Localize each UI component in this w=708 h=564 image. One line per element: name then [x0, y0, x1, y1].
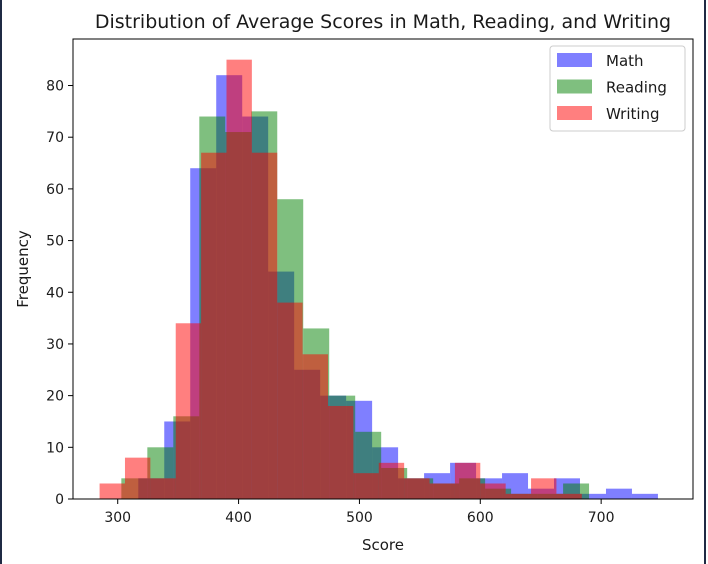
bar-writing-11 — [378, 462, 405, 499]
bar-math-17 — [580, 493, 606, 499]
chart-title: Distribution of Average Scores in Math, … — [95, 11, 671, 33]
bar-writing-5 — [226, 59, 252, 500]
legend-swatch-writing — [557, 106, 592, 120]
bar-writing-6 — [251, 152, 278, 499]
bar-writing-13 — [429, 483, 455, 499]
x-tick-label: 400 — [225, 510, 252, 526]
bar-writing-1 — [124, 457, 151, 499]
bar-writing-18 — [556, 493, 582, 499]
x-tick-label: 500 — [346, 510, 373, 526]
bar-writing-8 — [302, 354, 329, 499]
legend-label-math: Math — [606, 52, 644, 70]
y-tick-label: 80 — [46, 79, 64, 95]
bar-writing-17 — [531, 478, 557, 499]
bar-writing-9 — [328, 405, 354, 499]
bar-math-18 — [605, 488, 632, 499]
bar-writing-4 — [201, 152, 227, 499]
series-writing — [99, 59, 582, 500]
legend-label-reading: Reading — [606, 79, 667, 97]
y-tick-label: 60 — [46, 182, 64, 198]
bar-writing-0 — [99, 483, 125, 499]
legend: Math Reading Writing — [549, 45, 686, 132]
plot-area-border — [72, 38, 694, 500]
x-axis-label: Score — [362, 536, 404, 554]
y-tick-label: 50 — [46, 234, 64, 250]
legend-swatch-math — [557, 53, 592, 67]
y-tick-label: 10 — [46, 440, 64, 456]
y-tick-label: 70 — [46, 130, 64, 146]
legend-swatch-reading — [557, 79, 592, 94]
bars-layer — [99, 59, 658, 500]
x-axis-ticks: 300 400 500 600 700 — [104, 499, 615, 526]
y-tick-label: 0 — [55, 492, 64, 508]
bar-writing-10 — [353, 473, 379, 499]
x-tick-label: 300 — [104, 510, 131, 526]
y-axis-ticks: 0 10 20 30 40 50 60 70 80 — [46, 79, 73, 508]
bar-writing-3 — [175, 323, 202, 499]
x-tick-label: 700 — [588, 510, 615, 526]
y-tick-label: 40 — [46, 285, 64, 301]
bar-writing-14 — [454, 462, 481, 499]
bar-math-19 — [631, 493, 658, 499]
bar-writing-2 — [150, 478, 176, 499]
y-tick-label: 30 — [46, 337, 64, 353]
y-axis-label: Frequency — [14, 230, 32, 308]
y-tick-label: 20 — [46, 389, 64, 405]
bar-writing-7 — [277, 302, 303, 499]
bar-writing-15 — [480, 483, 506, 499]
bar-writing-16 — [505, 493, 532, 499]
legend-label-writing: Writing — [606, 105, 660, 123]
x-tick-label: 600 — [467, 510, 494, 526]
bar-writing-12 — [404, 478, 430, 499]
